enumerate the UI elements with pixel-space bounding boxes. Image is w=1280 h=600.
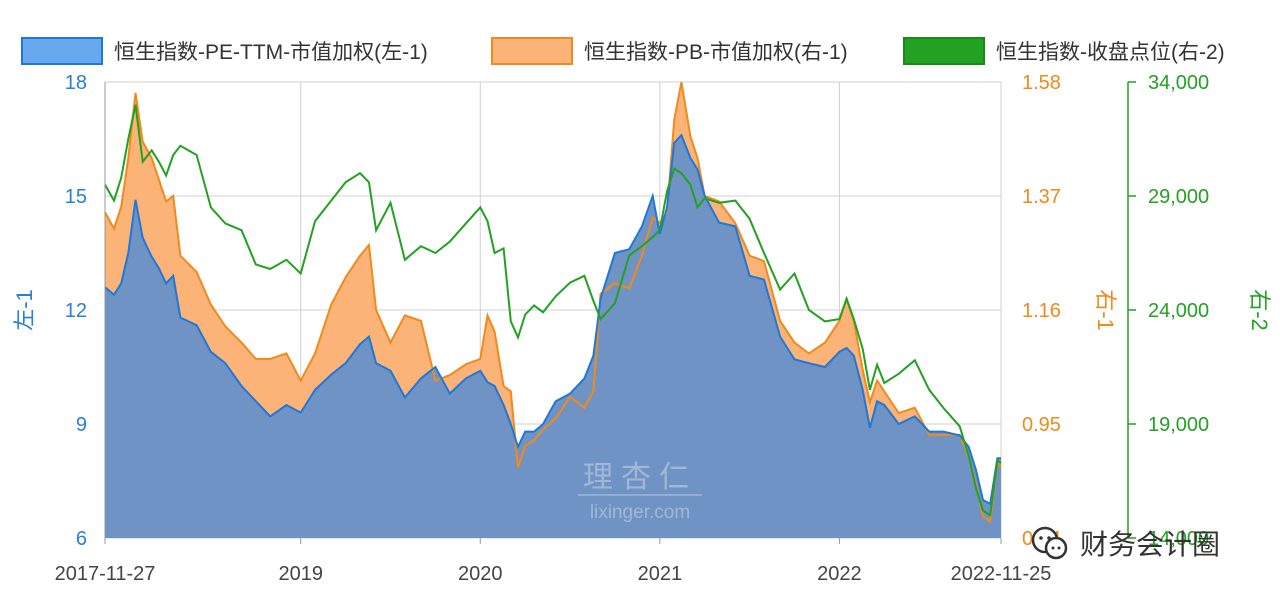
series-layer: [104, 81, 1002, 538]
watermark: 理杏仁 lixinger.com: [578, 461, 702, 523]
legend-swatch-pe: [21, 37, 103, 65]
watermark-site: lixinger.com: [590, 502, 690, 523]
wechat-icon: [1031, 526, 1068, 560]
pe-area: [105, 135, 1001, 538]
legend-item-pe[interactable]: 恒生指数-PE-TTM-市值加权(左-1): [21, 37, 428, 65]
right2-tick-label: 19,000: [1148, 414, 1209, 436]
right2-tick-label: 24,000: [1148, 300, 1209, 322]
right2-axis-title: 右-2: [1247, 289, 1272, 331]
pb-line: [104, 81, 1002, 524]
brand-badge: 财务会计圈: [1031, 526, 1220, 560]
right2-tick-label: 14,000: [1148, 528, 1209, 550]
right1-tick-label: 0.95: [1022, 414, 1061, 436]
x-tick-label: 2019: [278, 563, 323, 585]
legend-item-close[interactable]: 恒生指数-收盘点位(右-2): [903, 37, 1225, 65]
pe-line: [104, 133, 1001, 506]
legend-swatch-pb: [491, 37, 573, 65]
left-tick-label: 18: [65, 72, 87, 94]
x-tick-label: 2021: [638, 563, 683, 585]
right1-tick-label: 1.16: [1022, 300, 1061, 322]
watermark-logo-text: 理杏仁: [583, 461, 697, 494]
right1-axis-title: 右-1: [1093, 289, 1118, 331]
x-tick-label: 2022-11-25: [951, 563, 1052, 585]
right2-tick-label: 34,000: [1148, 72, 1209, 94]
left-tick-label: 12: [65, 300, 87, 322]
left-tick-label: 9: [76, 414, 87, 436]
x-tick-label: 2017-11-27: [55, 563, 156, 585]
left-tick-label: 15: [65, 186, 87, 208]
legend: 恒生指数-PE-TTM-市值加权(左-1) 恒生指数-PB-市值加权(右-1) …: [21, 37, 1225, 65]
close-line: [104, 104, 1002, 517]
right1-tick-label: 1.58: [1022, 72, 1061, 94]
brand-badge-text: 财务会计圈: [1080, 529, 1220, 560]
legend-label-close: 恒生指数-收盘点位(右-2): [996, 41, 1225, 64]
legend-label-pe: 恒生指数-PE-TTM-市值加权(左-1): [114, 41, 428, 64]
x-tick-label: 2022: [817, 563, 862, 585]
right1-tick-label: 1.37: [1022, 186, 1061, 208]
legend-item-pb[interactable]: 恒生指数-PB-市值加权(右-1): [491, 37, 848, 65]
x-tick-label: 2020: [458, 563, 503, 585]
right2-tick-label: 29,000: [1148, 186, 1209, 208]
left-axis-title: 左-1: [12, 289, 37, 331]
legend-label-pb: 恒生指数-PB-市值加权(右-1): [584, 41, 848, 64]
left-tick-label: 6: [76, 528, 87, 550]
legend-swatch-close: [903, 37, 985, 65]
